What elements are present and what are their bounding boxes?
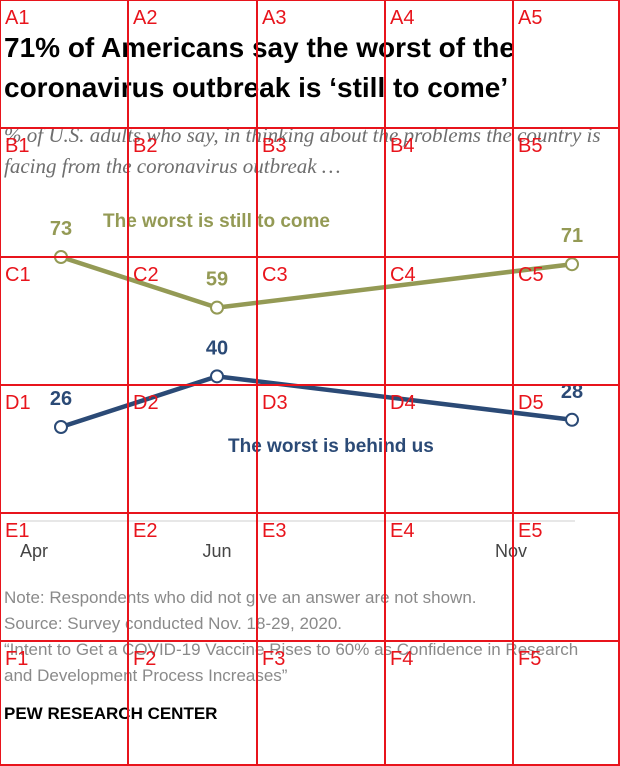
data-label: 71 [561,225,583,247]
data-label: 40 [206,337,228,359]
x-tick-label: Apr [20,541,48,561]
series-name-label: The worst is still to come [103,211,330,232]
x-tick-label: Nov [495,541,527,561]
series-name-label: The worst is behind us [228,436,434,457]
data-labels: 73 59 71 26 40 28 The worst is still to come Th… [50,211,583,457]
x-axis: Apr Jun Nov [20,520,575,561]
data-point [210,300,224,315]
data-point [54,250,68,264]
series-line [60,374,573,430]
data-label: 59 [206,269,228,291]
footnote-report: “Intent to Get a COVID-19 Vaccine Rises … [4,640,579,685]
data-point [565,257,579,272]
data-point [210,369,224,384]
series-points [54,250,579,434]
footnote-note: Note: Respondents who did not give an an… [4,588,477,607]
data-point [54,420,68,434]
organization-name: PEW RESEARCH CENTER [4,704,218,723]
footnote-source: Source: Survey conducted Nov. 18-29, 202… [4,614,342,633]
data-label: 73 [50,218,72,240]
data-label: 26 [50,388,72,410]
data-label: 28 [561,381,583,403]
x-tick-label: Jun [202,541,231,561]
series-lines [60,254,573,430]
data-point [565,412,579,427]
series-line [60,254,573,310]
line-chart: Apr Jun Nov 73 59 71 26 40 28 The worst is still… [20,211,583,561]
